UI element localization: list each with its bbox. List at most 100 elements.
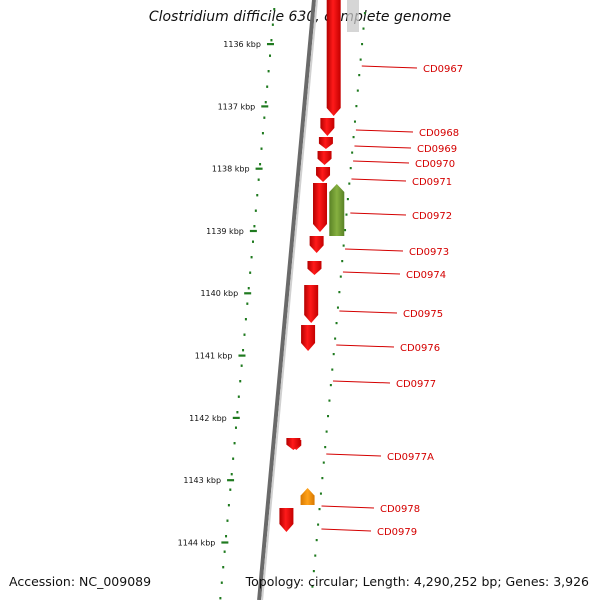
ring-dot xyxy=(355,105,358,108)
ring-dot xyxy=(314,554,317,557)
gene-fragment[interactable] xyxy=(279,508,294,532)
gene-label-cd0968[interactable]: CD0968 xyxy=(419,128,459,139)
scale-dot xyxy=(267,70,270,73)
scale-dot xyxy=(234,426,237,429)
scale-dot xyxy=(250,256,253,259)
gene-cd0972[interactable] xyxy=(329,184,345,236)
kbp-tick xyxy=(232,416,240,419)
scale-dot xyxy=(251,240,254,243)
scale-dot xyxy=(266,85,269,88)
ring-dot xyxy=(319,492,322,495)
gene-cd0974[interactable] xyxy=(309,236,324,253)
kbp-tick-label: 1140 kbp xyxy=(200,289,238,298)
gene-label-cd0972[interactable]: CD0972 xyxy=(412,211,452,222)
gene-label-cd0975[interactable]: CD0975 xyxy=(403,309,443,320)
ring-dot xyxy=(339,275,342,278)
gene-label-cd0978[interactable]: CD0978 xyxy=(380,504,420,515)
scale-dot xyxy=(225,535,228,538)
gene-track xyxy=(279,0,345,532)
scale-dot xyxy=(244,318,247,321)
gene-cd0971[interactable] xyxy=(316,167,331,182)
ring-dot xyxy=(348,182,351,185)
kbp-tick xyxy=(244,292,252,295)
scale-dot xyxy=(222,566,225,569)
scale-dot xyxy=(226,519,229,522)
gene-cd0978[interactable] xyxy=(286,438,301,450)
gene-label-cd0971[interactable]: CD0971 xyxy=(412,177,452,188)
gene-label-cd0977a[interactable]: CD0977A xyxy=(387,452,434,463)
gene-cd0967[interactable] xyxy=(326,0,341,116)
scale-dot xyxy=(219,597,222,600)
scale-dot xyxy=(246,302,249,305)
ring-dot xyxy=(335,322,338,325)
kbp-tick xyxy=(266,43,274,46)
gene-cd0975[interactable] xyxy=(307,261,322,275)
ring-dot xyxy=(352,136,355,139)
scale-dot xyxy=(243,333,246,336)
kbp-tick xyxy=(261,105,269,108)
kbp-tick-label: 1142 kbp xyxy=(189,414,227,423)
gene-cd0979[interactable] xyxy=(300,488,315,505)
gene-label-cd0969[interactable]: CD0969 xyxy=(417,144,457,155)
scale-dot xyxy=(249,271,252,274)
gene-cd0977[interactable] xyxy=(301,325,316,351)
gene-cd0970[interactable] xyxy=(317,151,332,165)
ring-dot xyxy=(329,384,332,387)
scale-dot xyxy=(236,411,239,414)
scale-dot xyxy=(242,349,245,352)
backbone-line xyxy=(257,0,316,600)
gene-leader-line xyxy=(342,271,401,275)
gene-labels: CD0967 CD0968 CD0969 CD0970 CD0971 CD0972 CD09… xyxy=(321,64,463,538)
gene-leader-line xyxy=(326,453,382,457)
ring-dot xyxy=(358,74,361,77)
scale-dot xyxy=(273,8,276,11)
genome-stats-text: Topology: circular; Length: 4,290,252 bp… xyxy=(245,574,589,589)
genome-backbone xyxy=(257,0,359,600)
ring-dot xyxy=(345,213,348,216)
ring-dot xyxy=(362,27,365,30)
gene-cd0973[interactable] xyxy=(313,183,328,232)
ring-dot xyxy=(342,244,345,247)
backbone-highlight xyxy=(261,0,318,600)
gene-label-cd0973[interactable]: CD0973 xyxy=(409,247,449,258)
ring-dot xyxy=(353,120,356,123)
gene-leader-line xyxy=(332,380,391,384)
accession-text: Accession: NC_009089 xyxy=(9,574,152,589)
ring-dot xyxy=(324,446,327,449)
gene-cd0976[interactable] xyxy=(304,285,319,323)
kbp-tick-label: 1137 kbp xyxy=(218,102,256,111)
ring-dot xyxy=(332,353,335,356)
gene-label-cd0970[interactable]: CD0970 xyxy=(415,159,455,170)
scale-dot xyxy=(264,101,267,104)
scale-dot xyxy=(270,39,273,42)
kbp-tick-label: 1143 kbp xyxy=(183,476,221,485)
scale-dot xyxy=(259,163,262,166)
gene-label-cd0979[interactable]: CD0979 xyxy=(377,527,417,538)
scale-dot xyxy=(261,132,264,135)
ring-dot xyxy=(311,585,314,588)
gene-cd0968[interactable] xyxy=(320,118,335,136)
gene-leader-line xyxy=(351,178,407,182)
gene-label-cd0976[interactable]: CD0976 xyxy=(400,343,440,354)
gene-label-cd0974[interactable]: CD0974 xyxy=(406,270,446,281)
kbp-tick xyxy=(238,354,246,357)
kbp-tick-label: 1136 kbp xyxy=(223,40,261,49)
ring-dot xyxy=(334,337,337,340)
scale-dot xyxy=(230,473,233,476)
kbp-tick-label: 1139 kbp xyxy=(206,227,244,236)
scale-dot xyxy=(233,442,236,445)
gene-label-cd0967[interactable]: CD0967 xyxy=(423,64,463,75)
kbp-tick xyxy=(227,479,235,482)
ring-dot xyxy=(322,461,325,464)
gene-label-cd0977[interactable]: CD0977 xyxy=(396,379,436,390)
scale-dot xyxy=(257,178,260,181)
gene-cd0969[interactable] xyxy=(318,137,333,149)
scale-dot xyxy=(239,380,242,383)
ring-dot xyxy=(312,570,315,573)
gene-leader-line xyxy=(339,310,398,314)
ring-dot xyxy=(363,12,366,15)
ring-dot xyxy=(344,229,347,232)
ring-dot xyxy=(359,58,362,61)
ring-dot xyxy=(315,539,318,542)
